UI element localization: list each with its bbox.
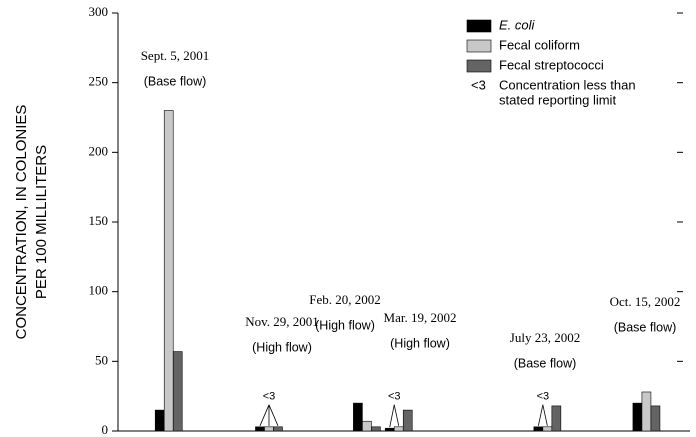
annotation-leader (393, 404, 400, 426)
bar (402, 409, 413, 432)
bar (273, 426, 283, 432)
legend-swatch (466, 59, 492, 73)
bar (641, 391, 652, 432)
annotation-leader (542, 404, 548, 426)
annotation-leader (259, 404, 270, 426)
y-axis-label: CONCENTRATION, IN COLONIES (13, 105, 30, 340)
bar (371, 426, 381, 432)
bar (362, 420, 372, 432)
category-note: (Base flow) (144, 74, 207, 88)
bar (384, 427, 395, 432)
bar (551, 405, 562, 432)
bar (533, 426, 544, 432)
bar (393, 426, 404, 432)
y-tick-label: 0 (102, 422, 109, 437)
y-tick-label: 300 (89, 4, 109, 19)
annotation-leader (268, 404, 279, 426)
annotation-leader (537, 404, 544, 426)
bar (172, 351, 183, 432)
legend-note-text: Concentration less than (499, 77, 636, 92)
y-tick-label: 250 (89, 74, 109, 89)
category-label: July 23, 2002 (510, 330, 580, 345)
annotation: <3 (263, 391, 276, 403)
bar (353, 402, 363, 432)
legend-note-symbol: <3 (471, 77, 486, 92)
legend-swatch (466, 19, 492, 33)
category-label: Feb. 20, 2002 (309, 292, 381, 307)
y-tick-label: 100 (89, 283, 109, 298)
category-label: Mar. 19, 2002 (384, 310, 457, 325)
y-tick-label: 200 (89, 143, 109, 158)
bar (255, 426, 265, 432)
category-note: (High flow) (390, 336, 450, 350)
bar (154, 409, 165, 432)
category-note: (Base flow) (514, 356, 577, 370)
annotation: <3 (537, 391, 550, 403)
legend-label: Fecal streptococci (499, 57, 604, 72)
category-label: Nov. 29, 2001 (245, 314, 319, 329)
category-note: (Base flow) (614, 320, 677, 334)
bar (650, 405, 661, 432)
legend-note-text: stated reporting limit (499, 92, 616, 107)
bar (632, 402, 643, 432)
legend-label: Fecal coliform (499, 37, 580, 52)
y-tick-label: 150 (89, 213, 109, 228)
legend-label: E. coli (499, 17, 536, 32)
category-note: (High flow) (252, 340, 312, 354)
legend-swatch (466, 39, 492, 53)
bar (264, 426, 274, 432)
category-note: (High flow) (315, 318, 375, 332)
category-label: Sept. 5, 2001 (141, 48, 210, 63)
annotation-leader (389, 404, 395, 428)
annotation: <3 (388, 391, 401, 403)
y-axis-label: PER 100 MILLILITERS (33, 145, 50, 299)
bar (542, 426, 553, 432)
bar (163, 110, 174, 432)
category-label: Oct. 15, 2002 (610, 294, 681, 309)
y-tick-label: 50 (95, 352, 108, 367)
